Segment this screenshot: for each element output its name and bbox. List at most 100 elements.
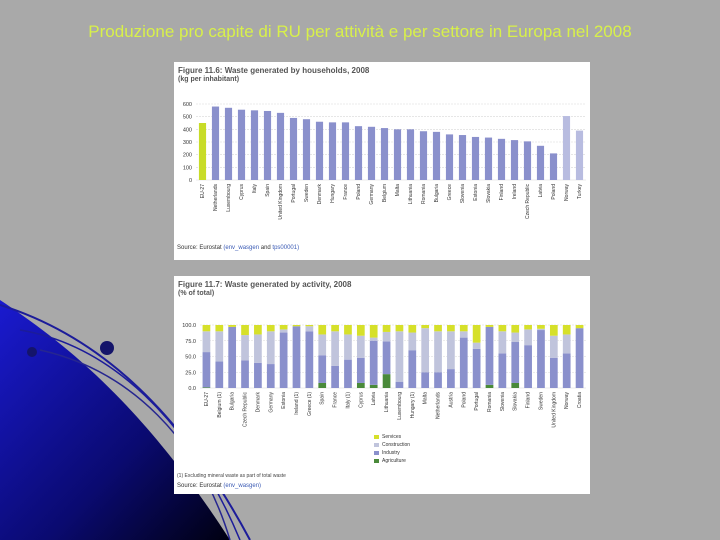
bar-segment: [537, 328, 545, 331]
x-tick-label: Germany: [268, 392, 274, 413]
y-tick-label: 100: [183, 165, 192, 171]
legend-label: Services: [382, 434, 402, 440]
bar: [419, 131, 428, 180]
bar: [575, 130, 584, 180]
x-tick-label: Estonia: [281, 392, 287, 409]
bar-segment: [305, 326, 314, 332]
bar-segment: [395, 331, 404, 382]
chart-subtitle: (kg per inhabitant): [178, 76, 240, 83]
bar-segment: [434, 331, 442, 373]
bar-segment: [472, 342, 481, 349]
chart-panel-households: Figure 11.6: Waste generated by househol…: [174, 62, 590, 260]
x-tick-label: United Kingdom: [551, 392, 557, 428]
swoosh-dot-small: [27, 347, 37, 357]
bar-segment: [485, 384, 494, 388]
bar-segment: [562, 353, 571, 388]
x-tick-label: Sweden: [538, 392, 544, 410]
bar: [315, 121, 324, 180]
bar-segment: [318, 334, 327, 356]
x-tick-label: Greece: [447, 184, 453, 201]
chart-legend: Services Construction Industry Agricultu…: [374, 433, 410, 465]
activity-stacked-bar-chart: 0.0 25.0 50.0 75.0 100.0 EU-27 Belgium (1) Bulg…: [182, 323, 586, 428]
swoosh-shape: [0, 300, 230, 540]
y-tick-label: 75.0: [185, 339, 196, 345]
bar-segment: [524, 325, 532, 330]
y-tick-label: 600: [183, 102, 192, 108]
bar-segment: [266, 325, 275, 332]
bar-segment: [369, 340, 378, 385]
bar-segment: [408, 332, 417, 351]
bar: [354, 126, 363, 180]
x-tick-label: Italy: [252, 184, 258, 194]
x-tick-label: Sweden: [304, 184, 310, 202]
x-tick-label: Netherlands: [436, 392, 442, 419]
bar-segment: [331, 331, 339, 366]
bar-segment: [331, 325, 339, 332]
x-tick-label: United Kingdom: [278, 184, 284, 220]
x-tick-label: Belgium (1): [217, 392, 223, 418]
x-tick-label: Austria: [448, 392, 454, 408]
source-mid: and: [259, 245, 273, 251]
bar-segment: [408, 325, 417, 333]
y-tick-label: 500: [183, 115, 192, 121]
swoosh-dot-large: [100, 341, 114, 355]
x-tick-label: Slovakia: [513, 392, 519, 411]
legend-swatch: [374, 459, 379, 463]
x-tick-label: Czech Republic: [525, 184, 531, 220]
chart-source: Source: Eurostat (env_wasgen and tps0000…: [177, 245, 299, 251]
bar-segment: [266, 364, 275, 388]
x-tick-label: Slovakia: [486, 184, 492, 203]
source-link[interactable]: (env_wasgen): [223, 483, 262, 489]
bar: [432, 131, 441, 180]
x-tick-label: Denmark: [255, 392, 261, 413]
chart-title-text: Waste generated by households, 2008: [224, 66, 370, 75]
source-link[interactable]: (env_wasgen: [223, 245, 260, 251]
bar-segment: [421, 372, 430, 388]
bar-segment: [215, 331, 224, 362]
bar: [198, 123, 207, 180]
bar-segment: [498, 353, 507, 388]
bar: [536, 145, 545, 180]
source-link[interactable]: tps00001): [272, 245, 300, 251]
chart-panel-activity: Figure 11.7: Waste generated by activity…: [174, 276, 590, 494]
bar-segment: [279, 329, 288, 333]
x-tick-label: Czech Republic: [243, 392, 249, 428]
bar-segment: [254, 334, 262, 363]
bar-segment: [241, 335, 249, 361]
y-tick-label: 0.0: [188, 386, 196, 392]
x-tick-label: EU-27: [204, 392, 210, 406]
bar: [367, 126, 376, 180]
bar-segment: [434, 372, 442, 388]
bar: [484, 137, 493, 180]
x-tick-label: Malta: [423, 392, 429, 404]
bar-segment: [228, 325, 237, 327]
bar-segment: [292, 325, 301, 327]
bar-segment: [459, 325, 468, 332]
bar-segment: [485, 326, 494, 385]
bar-segment: [511, 332, 520, 343]
bar-segment: [279, 325, 288, 330]
bar-segment: [382, 341, 391, 375]
x-tick-label: Luxembourg: [397, 392, 403, 420]
bar-segment: [562, 334, 571, 354]
bar-segment: [459, 331, 468, 338]
bar: [302, 119, 311, 180]
bar-segment: [356, 357, 365, 383]
bar-segment: [537, 325, 545, 329]
bar-segment: [549, 357, 558, 388]
y-tick-label: 400: [183, 127, 192, 133]
x-tick-label: Latvia: [538, 184, 544, 198]
x-tick-label: Estonia: [473, 184, 479, 201]
bar: [406, 129, 415, 180]
x-tick-label: Romania: [421, 184, 427, 204]
bar-segment: [472, 348, 481, 388]
swoosh-arc-2: [19, 329, 241, 540]
bar-segment: [472, 325, 481, 343]
bar-segment: [524, 329, 532, 346]
bar-segment: [395, 381, 404, 388]
households-bar-chart: 0 100 200 300 400 500 600 EU-27 Netherlands Luxem…: [183, 102, 586, 220]
bar-segment: [382, 325, 391, 332]
slide-title: Produzione pro capite di RU per attività…: [88, 22, 632, 41]
bar-segment: [511, 325, 520, 333]
